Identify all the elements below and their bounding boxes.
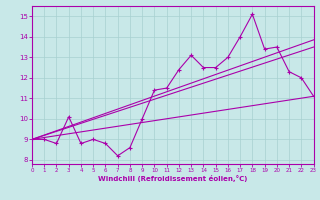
X-axis label: Windchill (Refroidissement éolien,°C): Windchill (Refroidissement éolien,°C) xyxy=(98,175,247,182)
